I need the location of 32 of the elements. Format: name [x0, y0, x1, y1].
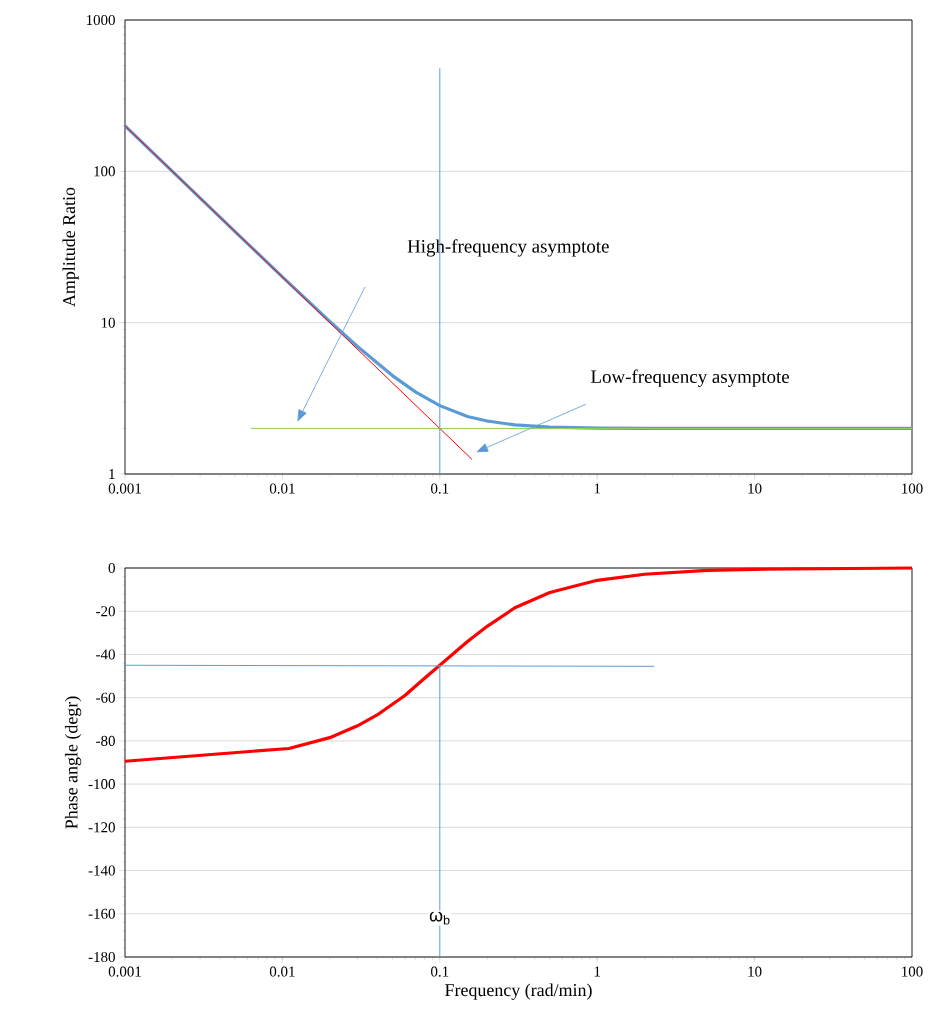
- y-tick-label: -160: [88, 908, 115, 919]
- x-tick-label: 0.1: [431, 966, 449, 977]
- y-tick-label: -140: [88, 865, 115, 876]
- x-tick-label: 0.001: [108, 966, 141, 977]
- y-tick-label: -100: [88, 779, 115, 790]
- y-axis-title: Phase angle (degr): [64, 696, 82, 829]
- x-tick-label: 0.01: [269, 966, 295, 977]
- y-tick-label: -20: [96, 606, 115, 617]
- x-tick-label: 1: [594, 483, 601, 494]
- annotation: High-frequency asymptote: [407, 239, 609, 257]
- y-tick-label: -180: [88, 951, 115, 963]
- y-tick-label: 10: [101, 317, 115, 328]
- x-tick-label: 10: [748, 966, 762, 977]
- x-tick-label: 0.001: [108, 483, 141, 494]
- y-tick-label: 1: [109, 469, 115, 479]
- y-tick-label: -80: [96, 735, 115, 746]
- y-tick-label: 0: [108, 562, 115, 574]
- y-tick-label: 1000: [86, 14, 115, 26]
- annotation: ω$_{b}$: [429, 911, 450, 925]
- x-tick-label: 0.01: [269, 483, 295, 494]
- y-tick-label: -40: [96, 649, 115, 660]
- y-tick-label: -60: [96, 692, 115, 703]
- x-axis-title: Frequency (rad/min): [445, 983, 592, 1000]
- annotation: Low-frequency asymptote: [591, 369, 790, 387]
- x-tick-label: 0.1: [431, 483, 449, 494]
- x-tick-label: 100: [902, 966, 923, 977]
- y-axis-title: Amplitude Ratio: [62, 187, 79, 307]
- x-tick-label: 10: [748, 483, 762, 494]
- y-tick-label: 100: [94, 166, 115, 177]
- x-tick-label: 100: [902, 483, 923, 494]
- x-tick-label: 1: [594, 966, 601, 977]
- y-tick-label: -120: [88, 822, 115, 833]
